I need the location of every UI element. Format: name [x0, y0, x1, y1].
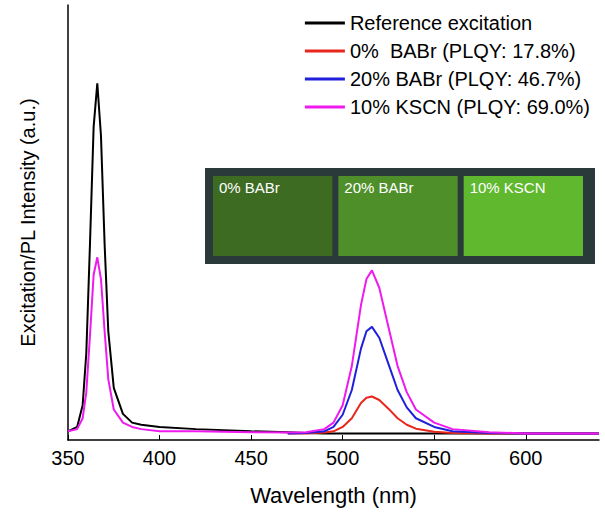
svg-text:550: 550: [418, 447, 451, 469]
svg-text:20% BABr (PLQY: 46.7%): 20% BABr (PLQY: 46.7%): [350, 68, 581, 90]
svg-text:Reference excitation: Reference excitation: [350, 12, 532, 34]
svg-text:0% BABr: 0% BABr: [219, 179, 280, 196]
svg-text:350: 350: [51, 447, 84, 469]
svg-text:500: 500: [326, 447, 359, 469]
svg-text:Wavelength (nm): Wavelength (nm): [250, 483, 417, 508]
svg-text:600: 600: [509, 447, 542, 469]
svg-text:0% BABr (PLQY: 17.8%): 0% BABr (PLQY: 17.8%): [350, 40, 576, 62]
svg-text:20% BABr: 20% BABr: [344, 179, 413, 196]
svg-text:Excitation/PL Intensity (a.u.): Excitation/PL Intensity (a.u.): [17, 98, 39, 346]
svg-text:10% KSCN (PLQY: 69.0%): 10% KSCN (PLQY: 69.0%): [350, 96, 590, 118]
svg-text:450: 450: [234, 447, 267, 469]
svg-text:10% KSCN: 10% KSCN: [470, 179, 546, 196]
svg-text:400: 400: [143, 447, 176, 469]
